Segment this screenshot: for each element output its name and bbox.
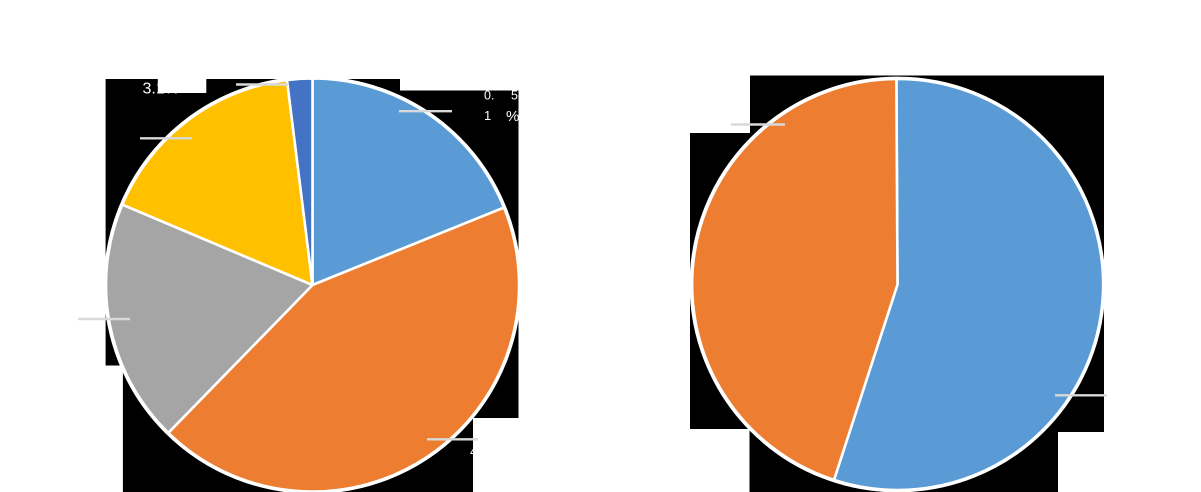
svg-text:43%: 43% [470, 445, 495, 459]
svg-text:3.1%: 3.1% [143, 81, 179, 98]
svg-text:1: 1 [484, 108, 491, 123]
svg-text:%: % [506, 108, 519, 125]
svg-text:0.: 0. [484, 89, 494, 103]
svg-text:5: 5 [511, 89, 518, 103]
